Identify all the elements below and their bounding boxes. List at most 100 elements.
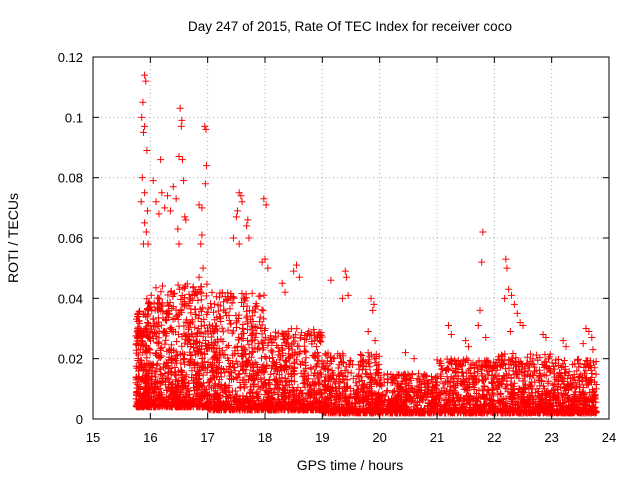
data-point (581, 369, 589, 377)
data-point (316, 337, 324, 345)
data-point (571, 379, 579, 387)
data-point (152, 284, 160, 292)
data-point (199, 304, 207, 312)
data-point (260, 315, 268, 323)
data-point (260, 195, 268, 203)
data-point (432, 385, 440, 393)
data-point (401, 401, 409, 409)
data-point (464, 384, 472, 392)
data-point (309, 403, 317, 411)
data-point (510, 407, 518, 415)
data-point (203, 162, 211, 170)
x-tick-labels: 15 16 17 18 19 20 21 22 23 24 (86, 430, 616, 445)
data-point (285, 350, 293, 358)
data-point (527, 382, 535, 390)
data-point (185, 325, 193, 333)
data-point (589, 398, 597, 406)
data-point (560, 357, 568, 365)
data-point (243, 307, 251, 315)
data-point (535, 388, 543, 396)
data-point (495, 399, 503, 407)
data-point (435, 398, 443, 406)
data-point (356, 361, 364, 369)
data-point (224, 326, 232, 334)
data-point (179, 373, 187, 381)
data-point (188, 296, 196, 304)
data-point (133, 391, 141, 399)
data-point (387, 379, 395, 387)
data-point (397, 371, 405, 379)
data-point (248, 330, 256, 338)
data-point (245, 341, 253, 349)
data-point (249, 401, 257, 409)
data-point (226, 375, 234, 383)
data-point (480, 393, 488, 401)
data-point (265, 401, 273, 409)
data-point (152, 198, 160, 206)
data-point (368, 399, 376, 407)
data-point (345, 361, 353, 369)
data-point (579, 340, 587, 348)
data-point (429, 406, 437, 414)
data-point (496, 391, 504, 399)
data-point (328, 367, 336, 375)
data-point (283, 340, 291, 348)
data-point (546, 353, 554, 361)
data-point (224, 397, 232, 405)
data-point (342, 397, 350, 405)
chart-title: Day 247 of 2015, Rate Of TEC Index for r… (188, 19, 512, 34)
data-point (516, 357, 524, 365)
data-point (313, 362, 321, 370)
data-point (158, 371, 166, 379)
data-point (163, 347, 171, 355)
data-point (522, 402, 530, 410)
data-point (177, 122, 185, 130)
x-tick-label: 22 (487, 430, 501, 445)
data-point (508, 395, 516, 403)
data-point (141, 219, 149, 227)
data-point (156, 345, 164, 353)
data-point (384, 375, 392, 383)
data-point (217, 373, 225, 381)
data-point (150, 390, 158, 398)
data-point (365, 353, 373, 361)
data-point (494, 382, 502, 390)
data-point (402, 387, 410, 395)
data-point (201, 122, 209, 130)
data-point (163, 358, 171, 366)
data-point (276, 353, 284, 361)
data-point (209, 369, 217, 377)
data-point (239, 350, 247, 358)
data-point (210, 348, 218, 356)
data-point (211, 352, 219, 360)
data-point (138, 113, 146, 121)
data-point (156, 370, 164, 378)
data-point (290, 333, 298, 341)
data-point (542, 388, 550, 396)
data-point (542, 372, 550, 380)
data-point (164, 362, 172, 370)
data-point (404, 370, 412, 378)
data-point (182, 216, 190, 224)
data-point (366, 363, 374, 371)
data-point (225, 316, 233, 324)
data-point (336, 395, 344, 403)
data-point (156, 295, 164, 303)
data-point (235, 240, 243, 248)
data-point (298, 358, 306, 366)
data-point (266, 395, 274, 403)
data-point (189, 284, 197, 292)
data-point (523, 371, 531, 379)
data-point (238, 198, 246, 206)
data-point (490, 363, 498, 371)
data-point (311, 369, 319, 377)
data-point (475, 358, 483, 366)
data-point (223, 297, 231, 305)
data-point (226, 305, 234, 313)
data-point (318, 333, 326, 341)
data-point (267, 336, 275, 344)
data-point (577, 408, 585, 416)
data-point (293, 325, 301, 333)
data-point (324, 394, 332, 402)
data-point (488, 389, 496, 397)
